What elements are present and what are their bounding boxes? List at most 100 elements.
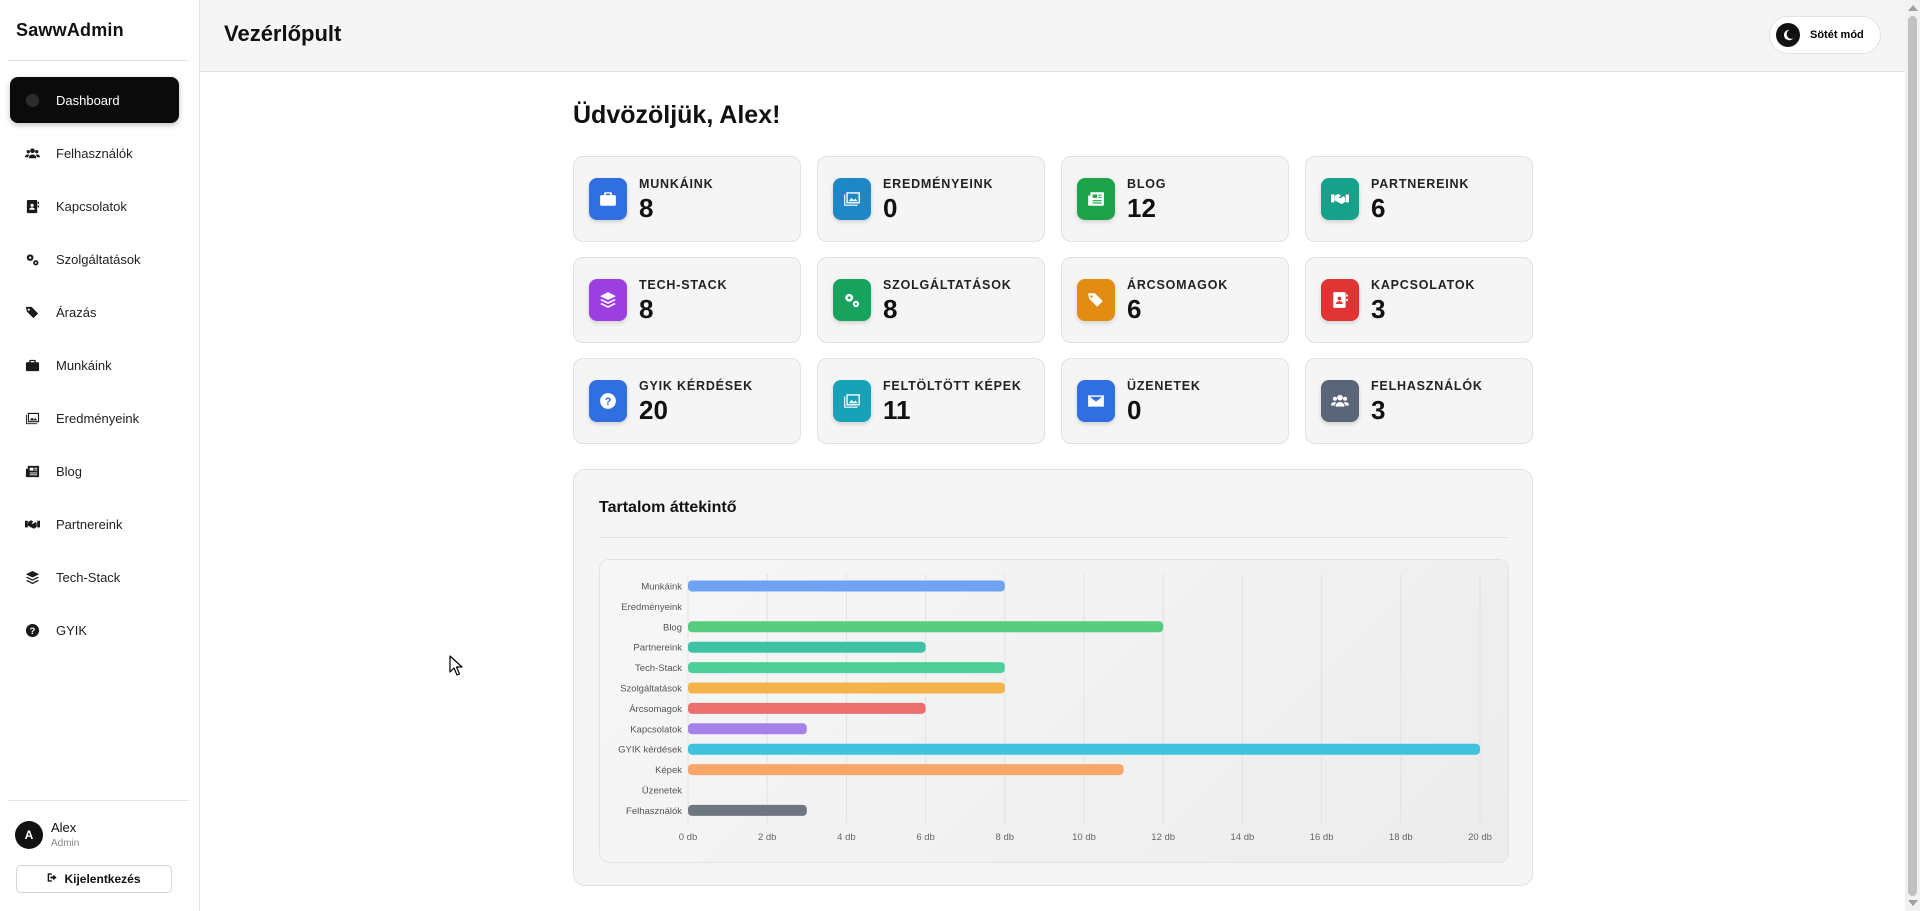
logout-button[interactable]: Kijelentkezés — [16, 865, 172, 893]
stat-card-blog[interactable]: BLOG 12 — [1061, 156, 1289, 242]
stat-card-tech-stack[interactable]: TECH-STACK 8 — [573, 257, 801, 343]
stat-card-services[interactable]: SZOLGÁLTATÁSOK 8 — [817, 257, 1045, 343]
stat-card-partners[interactable]: PARTNEREINK 6 — [1305, 156, 1533, 242]
sidebar-nav: Dashboard Felhasználók Kapcsolatok Szolg… — [10, 77, 179, 660]
sidebar-item-partners[interactable]: Partnereink — [10, 501, 179, 547]
layers-icon — [24, 569, 40, 585]
layers-icon — [589, 279, 627, 321]
content-overview-card: Tartalom áttekintő 0 db 2 db 4 db 6 db 8 db 1… — [573, 469, 1533, 886]
sidebar-item-label: Kapcsolatok — [56, 198, 127, 214]
svg-text:?: ? — [29, 625, 35, 635]
scroll-thumb[interactable] — [1908, 16, 1917, 896]
sidebar-item-pricing[interactable]: Árazás — [10, 289, 179, 335]
stat-card-users[interactable]: FELHASZNÁLÓK 3 — [1305, 358, 1533, 444]
x-tick-label: 8 db — [996, 832, 1015, 843]
category-label: Kapcsolatok — [630, 724, 682, 735]
stat-value: 6 — [1371, 193, 1386, 223]
stat-card-uploaded-images[interactable]: FELTÖLTÖTT KÉPEK 11 — [817, 358, 1045, 444]
sidebar-item-label: Tech-Stack — [56, 569, 121, 585]
stat-card-works[interactable]: MUNKÁINK 8 — [573, 156, 801, 242]
stat-value: 12 — [1127, 193, 1156, 223]
stat-label: ÜZENETEK — [1127, 379, 1201, 393]
stat-card-packages[interactable]: ÁRCSOMAGOK 6 — [1061, 257, 1289, 343]
sidebar-item-results[interactable]: Eredményeink — [10, 395, 179, 441]
stat-label: KAPCSOLATOK — [1371, 278, 1476, 292]
x-tick-label: 12 db — [1151, 832, 1175, 843]
stat-label: FELTÖLTÖTT KÉPEK — [883, 379, 1022, 393]
stat-label: BLOG — [1127, 177, 1167, 191]
sidebar-item-dashboard[interactable]: Dashboard — [10, 77, 179, 123]
stat-label: FELHASZNÁLÓK — [1371, 379, 1483, 393]
stat-card-faq[interactable]: ? GYIK KÉRDÉSEK 20 — [573, 358, 801, 444]
stat-value: 8 — [883, 294, 898, 324]
svg-text:?: ? — [605, 396, 612, 408]
sidebar-item-label: Felhasználók — [56, 145, 133, 161]
sidebar-item-label: Árazás — [56, 304, 97, 320]
brand-logo[interactable]: SawwAdmin — [16, 20, 124, 40]
sidebar-item-contacts[interactable]: Kapcsolatok — [10, 183, 179, 229]
sidebar-item-users[interactable]: Felhasználók — [10, 130, 179, 176]
page-scrollbar[interactable] — [1905, 0, 1920, 911]
stat-value: 8 — [639, 193, 654, 223]
sidebar-item-label: Blog — [56, 463, 83, 479]
question-icon: ? — [589, 380, 627, 422]
tags-icon — [1077, 279, 1115, 321]
sidebar-item-label: Partnereink — [56, 516, 123, 532]
images-icon — [24, 410, 40, 426]
stat-label: PARTNEREINK — [1371, 177, 1470, 191]
sidebar-item-label: Munkáink — [56, 357, 112, 373]
mouse-cursor-icon — [449, 655, 463, 676]
sidebar-item-tech-stack[interactable]: Tech-Stack — [10, 554, 179, 600]
stat-value: 3 — [1371, 294, 1386, 324]
bar — [688, 621, 1164, 633]
stat-card-results[interactable]: EREDMÉNYEINK 0 — [817, 156, 1045, 242]
top-header: Vezérlőpult Sötét mód — [200, 0, 1905, 72]
scroll-down-arrow[interactable] — [1908, 900, 1918, 906]
gears-icon — [833, 279, 871, 321]
chart-title: Tartalom áttekintő — [599, 499, 737, 516]
stat-value: 11 — [883, 395, 911, 425]
bar — [688, 682, 1005, 694]
bar — [688, 743, 1480, 755]
sidebar-item-label: Eredményeink — [56, 410, 140, 426]
users-icon — [24, 145, 40, 161]
category-label: GYIK kérdések — [618, 745, 682, 756]
bar — [688, 804, 807, 816]
x-tick-label: 16 db — [1310, 832, 1334, 843]
sidebar-item-blog[interactable]: Blog — [10, 448, 179, 494]
dark-mode-toggle[interactable]: Sötét mód — [1769, 16, 1881, 54]
x-tick-label: 14 db — [1231, 832, 1255, 843]
bar — [688, 580, 1005, 592]
scroll-up-arrow[interactable] — [1908, 5, 1918, 11]
avatar: A — [15, 821, 43, 849]
sidebar-item-faq[interactable]: ? GYIK — [10, 607, 179, 653]
stat-card-contacts[interactable]: KAPCSOLATOK 3 — [1305, 257, 1533, 343]
images-icon — [833, 178, 871, 220]
bar — [688, 662, 1005, 674]
user-name: Alex — [51, 820, 77, 835]
logout-icon — [47, 872, 58, 886]
sidebar-item-works[interactable]: Munkáink — [10, 342, 179, 388]
stat-label: ÁRCSOMAGOK — [1127, 278, 1229, 292]
category-label: Munkáink — [641, 582, 682, 593]
moon-icon — [1776, 23, 1800, 47]
newspaper-icon — [1077, 178, 1115, 220]
bar — [688, 702, 926, 714]
users-icon — [1321, 380, 1359, 422]
stat-value: 8 — [639, 294, 654, 324]
category-label: Eredményeink — [621, 602, 682, 613]
divider — [8, 60, 189, 61]
gears-icon — [24, 251, 40, 267]
divider — [8, 800, 189, 801]
bar-chart: 0 db 2 db 4 db 6 db 8 db 10 db 12 db 14 db 16 db… — [618, 574, 1492, 843]
dashboard-icon — [24, 92, 40, 108]
handshake-icon — [1321, 178, 1359, 220]
category-label: Üzenetek — [642, 786, 682, 797]
sidebar-item-services[interactable]: Szolgáltatások — [10, 236, 179, 282]
category-label: Képek — [655, 765, 682, 776]
stat-label: TECH-STACK — [639, 278, 728, 292]
stat-card-messages[interactable]: ÜZENETEK 0 — [1061, 358, 1289, 444]
briefcase-icon — [24, 357, 40, 373]
x-tick-label: 18 db — [1389, 832, 1413, 843]
stat-value: 6 — [1127, 294, 1142, 324]
